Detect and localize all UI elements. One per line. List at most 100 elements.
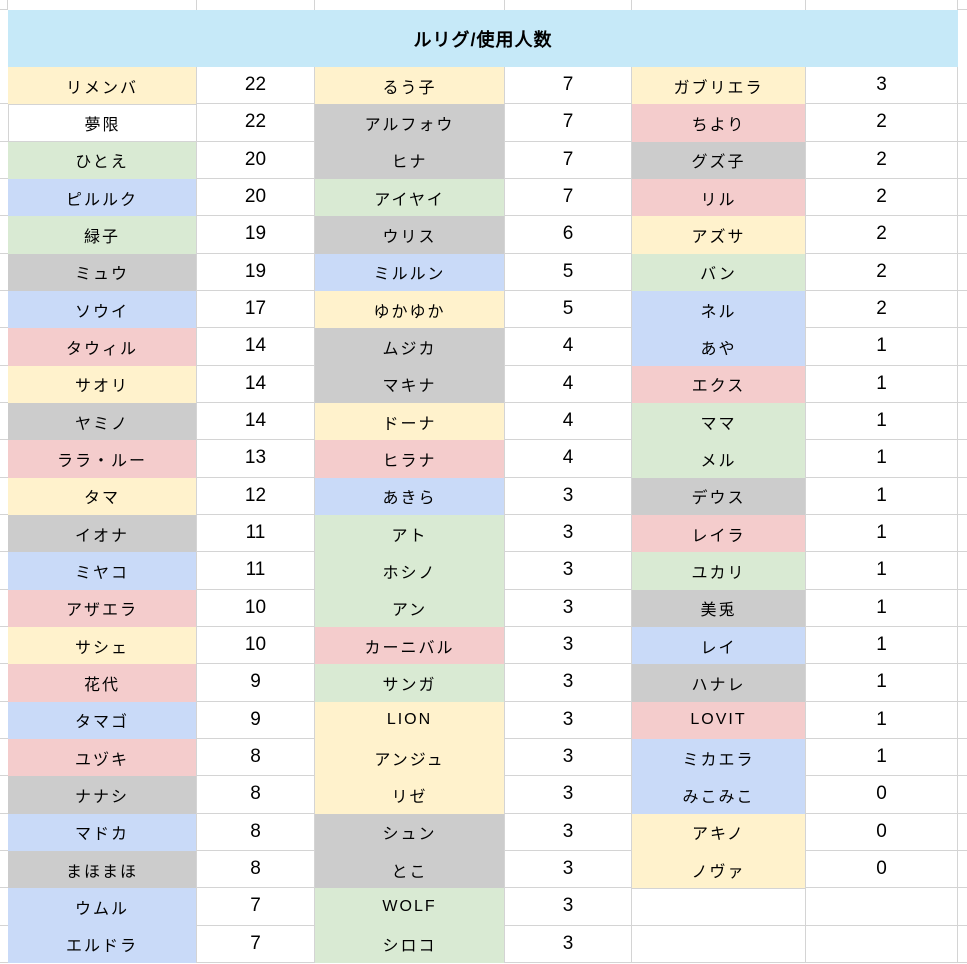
- lurig-name-cell[interactable]: タマゴ: [8, 701, 197, 739]
- lurig-name-cell[interactable]: マキナ: [315, 365, 505, 403]
- lurig-name-cell[interactable]: イオナ: [8, 514, 197, 553]
- usage-count-cell[interactable]: 17: [197, 290, 315, 329]
- usage-count-cell[interactable]: 14: [197, 365, 315, 403]
- lurig-name-cell[interactable]: サオリ: [8, 365, 197, 403]
- lurig-name-cell[interactable]: ドーナ: [315, 402, 505, 441]
- usage-count-cell[interactable]: 12: [197, 477, 315, 515]
- usage-count-cell[interactable]: 3: [505, 626, 632, 665]
- lurig-name-cell[interactable]: ノヴァ: [632, 850, 806, 889]
- lurig-name-cell[interactable]: アキノ: [632, 813, 806, 851]
- usage-count-cell[interactable]: 1: [806, 664, 958, 702]
- lurig-name-cell[interactable]: ママ: [632, 402, 806, 441]
- usage-count-cell[interactable]: 5: [505, 290, 632, 329]
- lurig-name-cell[interactable]: リル: [632, 178, 806, 217]
- usage-count-cell[interactable]: 6: [505, 216, 632, 254]
- lurig-name-cell[interactable]: ヒナ: [315, 141, 505, 179]
- lurig-name-cell[interactable]: ミカエラ: [632, 738, 806, 777]
- usage-count-cell[interactable]: 0: [806, 850, 958, 889]
- lurig-name-cell[interactable]: みこみこ: [632, 776, 806, 814]
- lurig-name-cell[interactable]: リメンバ: [8, 67, 197, 105]
- lurig-name-cell[interactable]: ミルルン: [315, 253, 505, 291]
- usage-count-cell[interactable]: 2: [806, 104, 958, 142]
- usage-count-cell[interactable]: 7: [505, 178, 632, 217]
- lurig-name-cell[interactable]: ナナシ: [8, 776, 197, 814]
- lurig-name-cell[interactable]: リゼ: [315, 776, 505, 814]
- lurig-name-cell[interactable]: アズサ: [632, 216, 806, 254]
- lurig-name-cell[interactable]: マドカ: [8, 813, 197, 851]
- lurig-name-cell[interactable]: アンジュ: [315, 738, 505, 777]
- lurig-name-cell[interactable]: ホシノ: [315, 552, 505, 590]
- usage-count-cell[interactable]: 9: [197, 701, 315, 739]
- usage-count-cell[interactable]: 5: [505, 253, 632, 291]
- table-title[interactable]: ルリグ/使用人数: [8, 10, 958, 67]
- usage-count-cell[interactable]: 3: [505, 552, 632, 590]
- usage-count-cell[interactable]: 7: [197, 888, 315, 926]
- lurig-name-cell[interactable]: デウス: [632, 477, 806, 515]
- usage-count-cell[interactable]: 2: [806, 216, 958, 254]
- lurig-name-cell[interactable]: レイラ: [632, 514, 806, 553]
- usage-count-cell[interactable]: 3: [505, 477, 632, 515]
- usage-count-cell[interactable]: 14: [197, 328, 315, 366]
- lurig-name-cell[interactable]: タマ: [8, 477, 197, 515]
- lurig-name-cell[interactable]: エルドラ: [8, 925, 197, 963]
- lurig-name-cell[interactable]: [632, 925, 806, 963]
- usage-count-cell[interactable]: 4: [505, 402, 632, 441]
- usage-count-cell[interactable]: 8: [197, 776, 315, 814]
- lurig-name-cell[interactable]: シロコ: [315, 925, 505, 963]
- lurig-name-cell[interactable]: LION: [315, 701, 505, 739]
- usage-count-cell[interactable]: 20: [197, 178, 315, 217]
- lurig-name-cell[interactable]: レイ: [632, 626, 806, 665]
- usage-count-cell[interactable]: 1: [806, 328, 958, 366]
- lurig-name-cell[interactable]: ヒラナ: [315, 440, 505, 478]
- usage-count-cell[interactable]: 22: [197, 67, 315, 105]
- lurig-name-cell[interactable]: ガブリエラ: [632, 67, 806, 105]
- usage-count-cell[interactable]: 7: [197, 925, 315, 963]
- lurig-name-cell[interactable]: アイヤイ: [315, 178, 505, 217]
- usage-count-cell[interactable]: 8: [197, 738, 315, 777]
- lurig-name-cell[interactable]: メル: [632, 440, 806, 478]
- usage-count-cell[interactable]: 2: [806, 141, 958, 179]
- usage-count-cell[interactable]: 14: [197, 402, 315, 441]
- usage-count-cell[interactable]: 4: [505, 365, 632, 403]
- lurig-name-cell[interactable]: アト: [315, 514, 505, 553]
- lurig-name-cell[interactable]: ミュウ: [8, 253, 197, 291]
- lurig-name-cell[interactable]: 美兎: [632, 589, 806, 627]
- lurig-name-cell[interactable]: とこ: [315, 850, 505, 889]
- usage-count-cell[interactable]: 1: [806, 477, 958, 515]
- lurig-name-cell[interactable]: ミヤコ: [8, 552, 197, 590]
- lurig-name-cell[interactable]: ヤミノ: [8, 402, 197, 441]
- usage-count-cell[interactable]: 22: [197, 104, 315, 142]
- lurig-name-cell[interactable]: ユカリ: [632, 552, 806, 590]
- lurig-name-cell[interactable]: るう子: [315, 67, 505, 105]
- lurig-name-cell[interactable]: シュン: [315, 813, 505, 851]
- lurig-name-cell[interactable]: ピルルク: [8, 178, 197, 217]
- usage-count-cell[interactable]: 3: [505, 776, 632, 814]
- usage-count-cell[interactable]: 7: [505, 67, 632, 105]
- usage-count-cell[interactable]: 3: [505, 514, 632, 553]
- lurig-name-cell[interactable]: WOLF: [315, 888, 505, 926]
- lurig-name-cell[interactable]: 緑子: [8, 216, 197, 254]
- lurig-name-cell[interactable]: ちより: [632, 104, 806, 142]
- lurig-name-cell[interactable]: あきら: [315, 477, 505, 515]
- lurig-name-cell[interactable]: ひとえ: [8, 141, 197, 179]
- usage-count-cell[interactable]: 3: [505, 738, 632, 777]
- lurig-name-cell[interactable]: ユヅキ: [8, 738, 197, 777]
- usage-count-cell[interactable]: 10: [197, 589, 315, 627]
- lurig-name-cell[interactable]: エクス: [632, 365, 806, 403]
- lurig-name-cell[interactable]: ウリス: [315, 216, 505, 254]
- usage-count-cell[interactable]: 2: [806, 178, 958, 217]
- lurig-name-cell[interactable]: まほまほ: [8, 850, 197, 889]
- usage-count-cell[interactable]: [806, 925, 958, 963]
- usage-count-cell[interactable]: 13: [197, 440, 315, 478]
- usage-count-cell[interactable]: 3: [505, 664, 632, 702]
- lurig-name-cell[interactable]: ララ・ルー: [8, 440, 197, 478]
- lurig-name-cell[interactable]: あや: [632, 328, 806, 366]
- lurig-name-cell[interactable]: ゆかゆか: [315, 290, 505, 329]
- usage-count-cell[interactable]: 7: [505, 141, 632, 179]
- usage-count-cell[interactable]: 3: [505, 701, 632, 739]
- usage-count-cell[interactable]: 11: [197, 552, 315, 590]
- lurig-name-cell[interactable]: ウムル: [8, 888, 197, 926]
- usage-count-cell[interactable]: 19: [197, 253, 315, 291]
- lurig-name-cell[interactable]: ネル: [632, 290, 806, 329]
- lurig-name-cell[interactable]: バン: [632, 253, 806, 291]
